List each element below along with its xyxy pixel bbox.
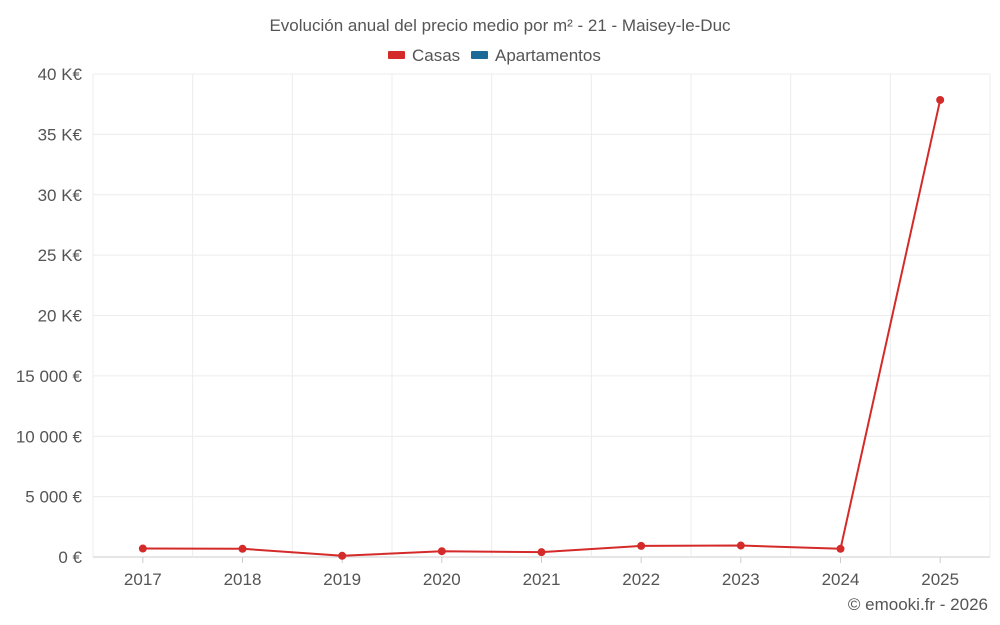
series-line-casas — [142, 99, 942, 557]
chart-title: Evolución anual del precio medio por m² … — [269, 16, 731, 35]
x-tick-label: 2021 — [523, 570, 561, 589]
credit-text: © emooki.fr - 2026 — [848, 595, 988, 614]
x-tick-label: 2024 — [822, 570, 860, 589]
data-point-2022[interactable] — [637, 541, 646, 550]
legend-swatch-casas — [388, 51, 405, 59]
y-tick-label: 5 000 € — [25, 488, 82, 507]
y-tick-label: 15 000 € — [16, 367, 83, 386]
x-tick-label: 2019 — [323, 570, 361, 589]
data-point-2024[interactable] — [836, 544, 845, 553]
x-tick-label: 2017 — [124, 570, 162, 589]
data-point-2020[interactable] — [437, 547, 446, 556]
y-tick-label: 25 K€ — [38, 246, 83, 265]
y-axis-ticks: 0 € 5 000 € 10 000 € 15 000 € 20 K€ 25 K€ 30 K… — [16, 65, 83, 567]
data-point-2019[interactable] — [338, 551, 347, 560]
y-tick-label: 0 € — [58, 548, 82, 567]
x-tick-label: 2022 — [622, 570, 660, 589]
y-tick-label: 35 K€ — [38, 125, 83, 144]
y-tick-label: 40 K€ — [38, 65, 83, 84]
y-tick-label: 30 K€ — [38, 186, 83, 205]
y-tick-label: 10 000 € — [16, 427, 83, 446]
data-point-2023[interactable] — [736, 541, 745, 550]
series-casas — [138, 95, 945, 560]
legend: Casas Apartamentos — [388, 46, 601, 65]
data-point-2025[interactable] — [936, 95, 945, 104]
x-tick-label: 2023 — [722, 570, 760, 589]
legend-label-apartamentos[interactable]: Apartamentos — [495, 46, 601, 65]
data-point-2018[interactable] — [238, 544, 247, 553]
y-tick-label: 20 K€ — [38, 307, 83, 326]
data-point-2017[interactable] — [138, 544, 147, 553]
x-axis-ticks: 2017 2018 2019 2020 2021 2022 2023 2024 2025 — [124, 557, 959, 589]
data-point-2021[interactable] — [537, 548, 546, 557]
legend-label-casas[interactable]: Casas — [412, 46, 460, 65]
grid — [92, 73, 991, 558]
x-tick-label: 2025 — [921, 570, 959, 589]
legend-swatch-apartamentos — [471, 51, 488, 59]
x-tick-label: 2020 — [423, 570, 461, 589]
x-tick-label: 2018 — [224, 570, 262, 589]
